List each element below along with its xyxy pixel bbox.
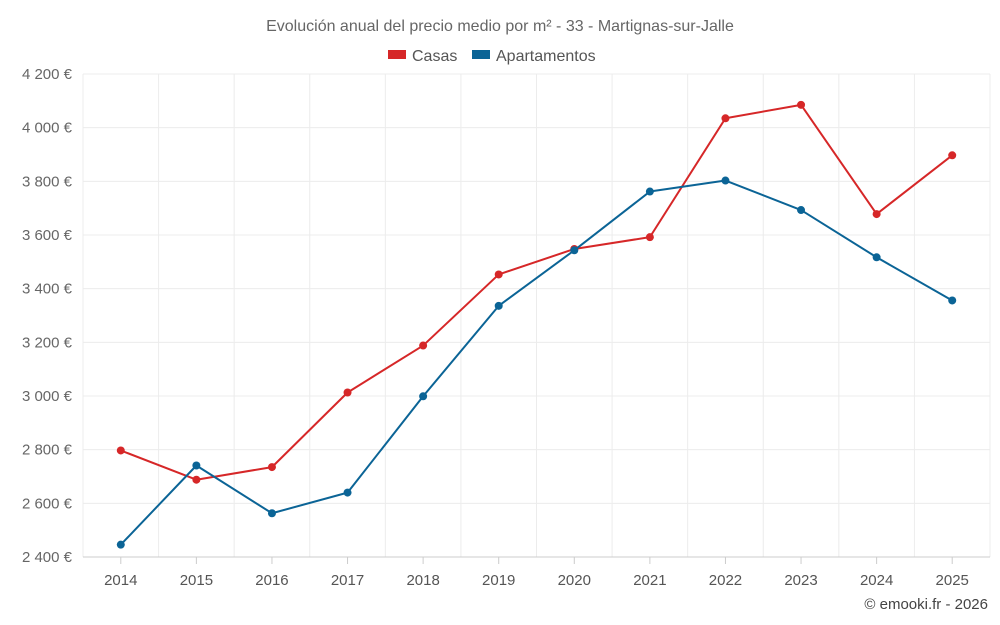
data-point-apartamentos[interactable] bbox=[721, 176, 730, 185]
y-tick-label: 3 000 € bbox=[22, 388, 73, 405]
legend-swatch-apartamentos bbox=[472, 50, 490, 59]
data-point-apartamentos[interactable] bbox=[116, 540, 125, 549]
data-point-casas[interactable] bbox=[797, 100, 806, 109]
legend-label-apartamentos[interactable]: Apartamentos bbox=[496, 48, 596, 65]
chart-title: Evolución anual del precio medio por m² … bbox=[266, 18, 734, 35]
x-tick-label: 2022 bbox=[709, 572, 742, 589]
x-tick-label: 2019 bbox=[482, 572, 515, 589]
legend-label-casas[interactable]: Casas bbox=[412, 48, 457, 65]
y-tick-label: 3 800 € bbox=[22, 173, 73, 190]
series-line-apartamentos[interactable] bbox=[120, 179, 953, 546]
data-point-apartamentos[interactable] bbox=[948, 296, 957, 305]
x-tick-label: 2020 bbox=[558, 572, 591, 589]
data-point-apartamentos[interactable] bbox=[494, 301, 503, 310]
y-tick-label: 2 800 € bbox=[22, 442, 73, 459]
x-tick-label: 2023 bbox=[784, 572, 817, 589]
data-point-casas[interactable] bbox=[267, 463, 276, 472]
x-tick-label: 2021 bbox=[633, 572, 666, 589]
y-tick-label: 3 600 € bbox=[22, 227, 73, 244]
data-point-apartamentos[interactable] bbox=[872, 253, 881, 262]
data-point-apartamentos[interactable] bbox=[419, 392, 428, 401]
series-layer bbox=[116, 100, 957, 549]
data-point-apartamentos[interactable] bbox=[343, 488, 352, 497]
x-tick-label: 2015 bbox=[180, 572, 213, 589]
x-tick-label: 2024 bbox=[860, 572, 893, 589]
data-point-casas[interactable] bbox=[192, 475, 201, 484]
y-tick-label: 4 000 € bbox=[22, 120, 73, 137]
data-point-apartamentos[interactable] bbox=[570, 246, 579, 255]
data-point-casas[interactable] bbox=[645, 233, 654, 242]
legend-swatch-casas bbox=[388, 50, 406, 59]
credit-text: © emooki.fr - 2026 bbox=[864, 596, 988, 613]
x-axis-ticks: 2014 2015 2016 2017 2018 2019 2020 2021 2022 2023… bbox=[104, 557, 969, 589]
y-axis-ticks: 2 400 € 2 600 € 2 800 € 3 000 € 3 200 € 3 400… bbox=[22, 66, 73, 566]
x-tick-label: 2018 bbox=[406, 572, 439, 589]
data-point-casas[interactable] bbox=[872, 210, 881, 219]
data-point-apartamentos[interactable] bbox=[645, 187, 654, 196]
data-point-casas[interactable] bbox=[494, 270, 503, 279]
y-tick-label: 4 200 € bbox=[22, 66, 73, 83]
y-tick-label: 2 400 € bbox=[22, 549, 73, 566]
grid bbox=[82, 73, 991, 558]
data-point-casas[interactable] bbox=[948, 151, 957, 160]
series-line-casas[interactable] bbox=[120, 103, 953, 481]
y-tick-label: 3 200 € bbox=[22, 334, 73, 351]
data-point-apartamentos[interactable] bbox=[267, 509, 276, 518]
data-point-casas[interactable] bbox=[721, 114, 730, 123]
x-tick-label: 2014 bbox=[104, 572, 137, 589]
x-tick-label: 2025 bbox=[936, 572, 969, 589]
x-tick-label: 2016 bbox=[255, 572, 288, 589]
data-point-casas[interactable] bbox=[419, 341, 428, 350]
x-tick-label: 2017 bbox=[331, 572, 364, 589]
y-tick-label: 2 600 € bbox=[22, 495, 73, 512]
data-point-casas[interactable] bbox=[116, 446, 125, 455]
data-point-casas[interactable] bbox=[343, 388, 352, 397]
data-point-apartamentos[interactable] bbox=[192, 461, 201, 470]
y-tick-label: 3 400 € bbox=[22, 281, 73, 298]
data-point-apartamentos[interactable] bbox=[797, 206, 806, 215]
legend[interactable]: Casas Apartamentos bbox=[388, 48, 596, 65]
